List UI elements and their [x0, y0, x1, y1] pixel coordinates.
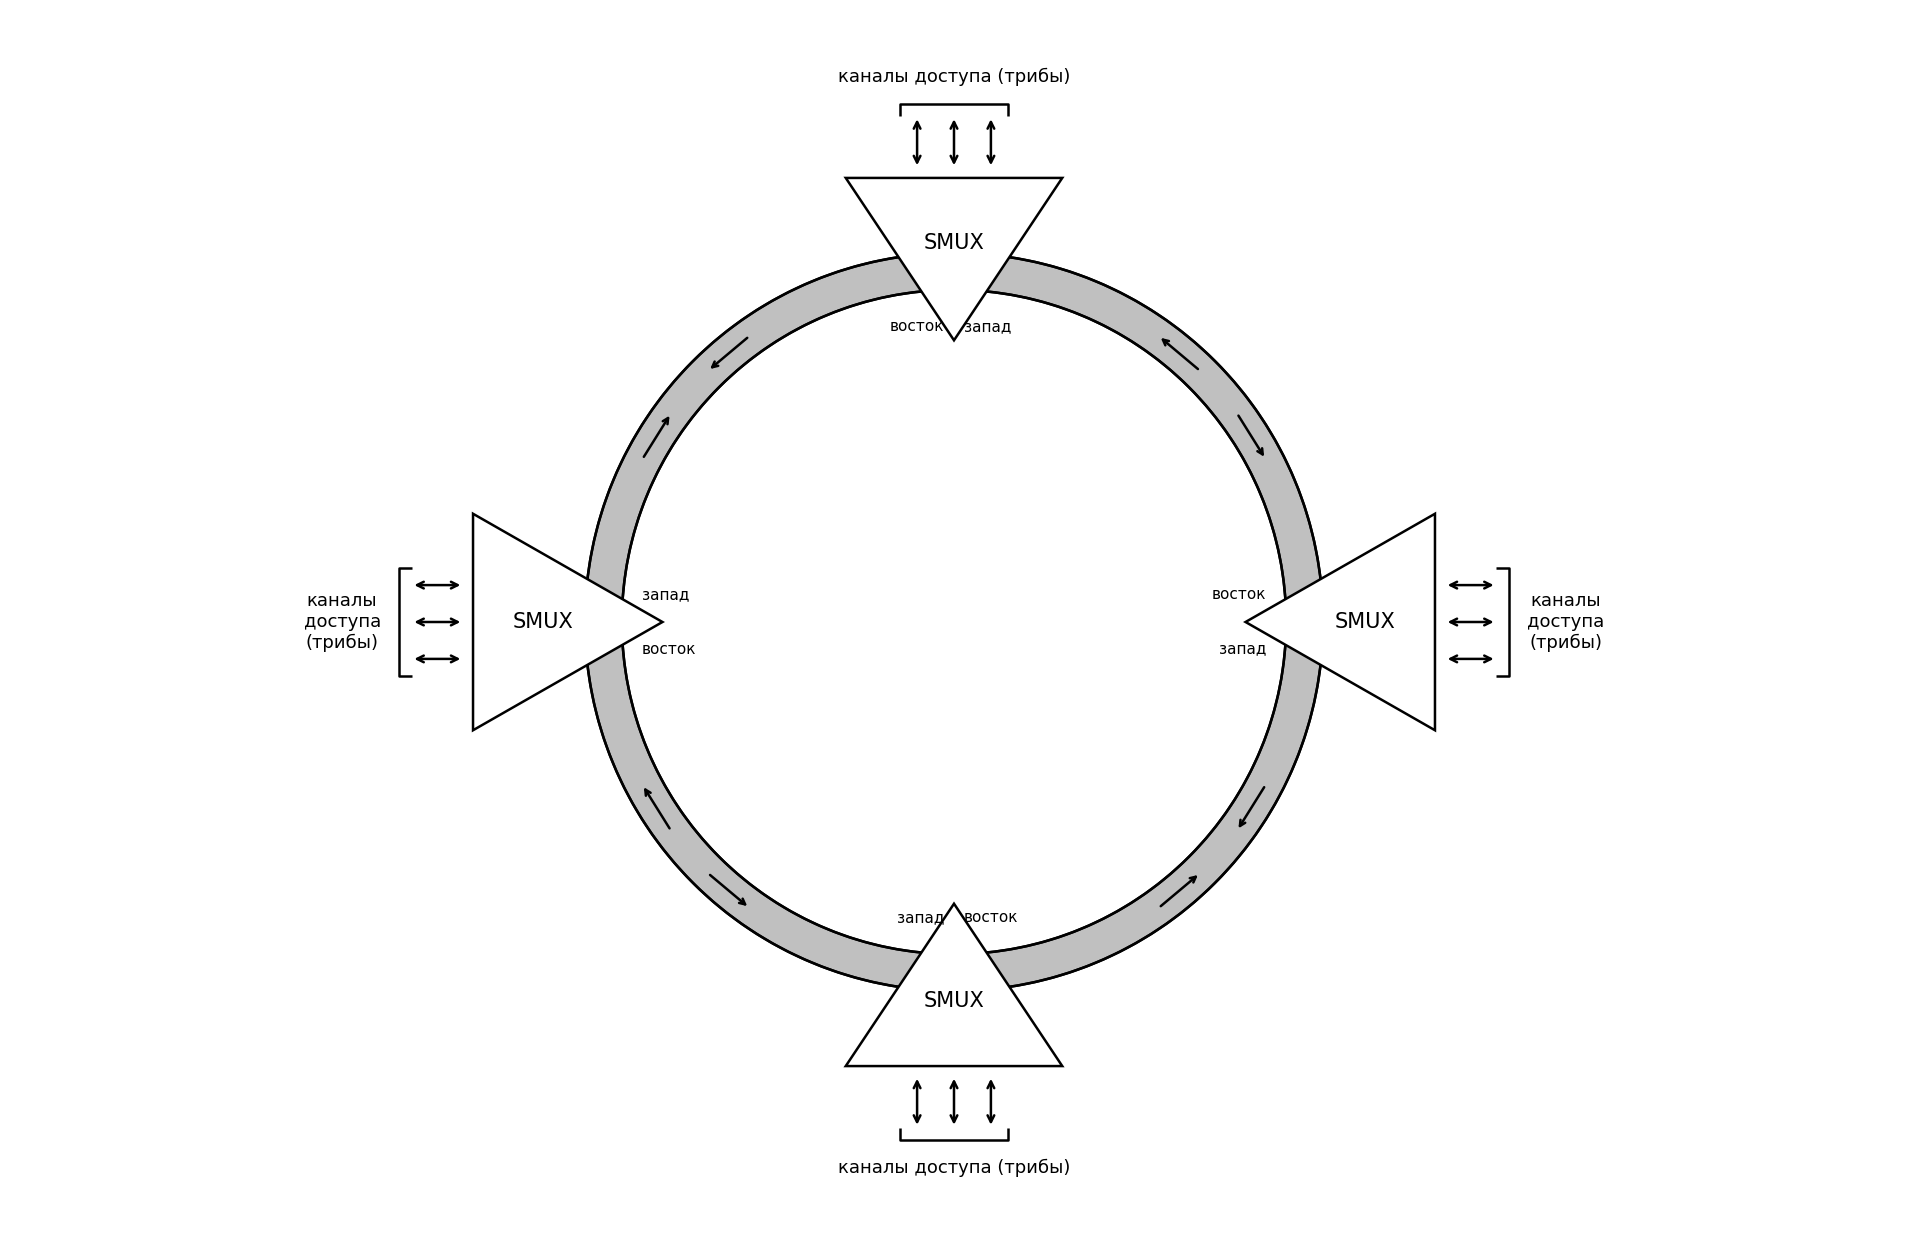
Text: SMUX: SMUX — [1333, 612, 1394, 632]
Polygon shape — [1245, 514, 1434, 730]
Text: запад: запад — [963, 320, 1011, 335]
Text: восток: восток — [963, 909, 1018, 924]
Text: запад: запад — [896, 909, 944, 924]
Text: каналы доступа (трибы): каналы доступа (трибы) — [837, 67, 1070, 86]
Polygon shape — [585, 253, 1322, 991]
Polygon shape — [473, 514, 662, 730]
Polygon shape — [845, 178, 1062, 341]
Text: SMUX: SMUX — [923, 991, 984, 1011]
Text: каналы
доступа
(трибы): каналы доступа (трибы) — [1526, 592, 1604, 652]
Text: восток: восток — [889, 320, 944, 335]
Text: запад: запад — [1219, 642, 1266, 657]
Text: каналы
доступа
(трибы): каналы доступа (трибы) — [303, 592, 381, 652]
Text: восток: восток — [641, 642, 696, 657]
Text: восток: восток — [1211, 587, 1266, 602]
Text: SMUX: SMUX — [923, 233, 984, 253]
Polygon shape — [845, 903, 1062, 1066]
Text: SMUX: SMUX — [513, 612, 574, 632]
Text: каналы доступа (трибы): каналы доступа (трибы) — [837, 1158, 1070, 1177]
Text: запад: запад — [641, 587, 688, 602]
